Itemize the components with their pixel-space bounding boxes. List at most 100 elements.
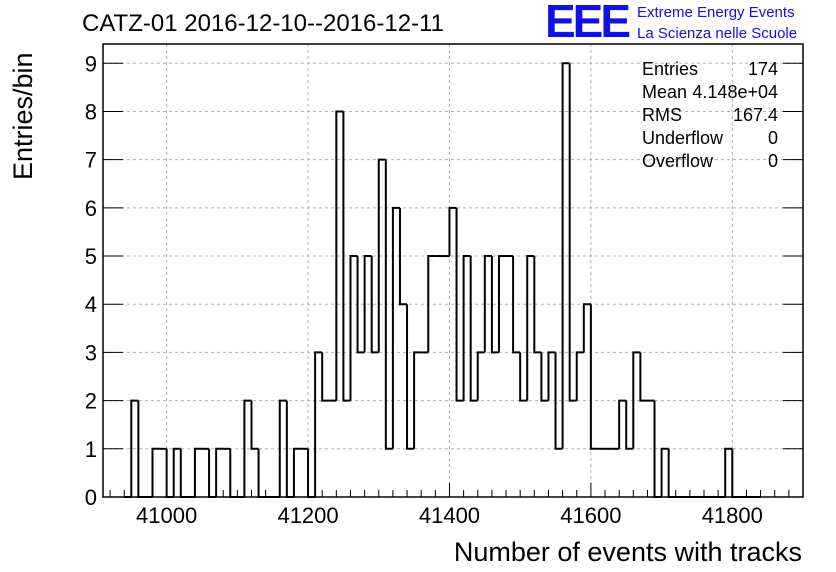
histogram-bin — [179, 448, 188, 498]
x-tick-label: 41400 — [419, 503, 480, 528]
histogram-bin — [540, 352, 549, 402]
histogram-bin — [512, 256, 521, 354]
stat-value: 4.148e+04 — [692, 82, 778, 102]
histogram-bin — [724, 447, 733, 497]
y-tick-labels: 0 1 2 3 4 5 6 7 8 9 — [85, 51, 97, 510]
chart-title: CATZ-01 2016-12-10--2016-12-11 — [82, 10, 444, 37]
stat-row-entries: Entries 174 — [640, 59, 778, 82]
histogram-bin — [208, 448, 217, 498]
histogram-bin — [497, 255, 507, 353]
histogram-bin — [172, 447, 181, 497]
histogram-bin — [243, 399, 252, 497]
histogram-bin — [278, 399, 287, 497]
histogram-bin — [589, 304, 598, 450]
histogram-bin — [257, 448, 266, 498]
histogram-bin — [363, 255, 372, 353]
logo-text-line2: La Scienza nelle Scuole — [637, 25, 798, 42]
histogram-bin — [292, 447, 301, 497]
y-tick-label: 5 — [85, 244, 97, 269]
y-tick-label: 7 — [85, 148, 97, 173]
histogram-bin — [533, 256, 542, 354]
histogram-bin — [406, 304, 415, 450]
y-tick-label: 4 — [85, 292, 97, 317]
histogram-bin — [165, 448, 174, 498]
stats-box: Entries 174 Mean 4.148e+04 RMS 167.4 Und… — [640, 59, 778, 174]
histogram-bin — [519, 352, 528, 402]
stat-row-overflow: Overflow 0 — [640, 151, 778, 174]
stat-label: Overflow — [642, 151, 714, 171]
histogram-bin — [632, 351, 641, 449]
histogram-bin — [526, 255, 535, 401]
stat-row-rms: RMS 167.4 — [640, 105, 778, 128]
stat-value: 174 — [747, 59, 778, 79]
y-tick-label: 1 — [85, 437, 97, 462]
x-tick-labels: 41000 41200 41400 41600 41800 — [136, 503, 763, 528]
histogram-bin — [483, 255, 492, 353]
stat-value: 0 — [767, 128, 778, 148]
stat-value: 0 — [767, 151, 778, 171]
histogram-bin — [462, 255, 471, 401]
histogram-bin — [448, 206, 457, 257]
histogram-bin — [582, 303, 591, 353]
histogram-bin — [215, 447, 224, 497]
histogram-bin — [250, 400, 259, 450]
histogram-bars — [124, 62, 761, 498]
histogram-bin — [391, 206, 400, 449]
x-axis-label: Number of events with tracks — [453, 537, 802, 567]
histogram-bin — [427, 255, 436, 353]
y-tick-label: 8 — [85, 99, 97, 124]
histogram-bin — [476, 351, 485, 401]
histogram-bin — [398, 207, 408, 306]
histogram-bin — [639, 352, 648, 402]
histogram-bin — [356, 256, 365, 354]
histogram-bin — [335, 110, 344, 401]
histogram-bin — [384, 159, 393, 450]
eee-logo-mark: EEE — [545, 0, 631, 47]
histogram-bin — [307, 448, 316, 498]
x-tick-label: 41800 — [702, 503, 763, 528]
y-tick-label: 6 — [85, 196, 97, 221]
logo-text-line1: Extreme Energy Events — [637, 4, 795, 21]
axis-ticks — [103, 62, 804, 498]
histogram-bin — [349, 255, 358, 401]
histogram-bin — [618, 399, 627, 449]
histogram-bin — [469, 256, 478, 402]
histogram-bin — [413, 351, 422, 449]
x-tick-label: 41600 — [560, 503, 621, 528]
histogram-bin — [377, 158, 386, 353]
y-tick-label: 2 — [85, 389, 97, 414]
stat-row-mean: Mean 4.148e+04 — [640, 82, 778, 105]
histogram-bin — [660, 447, 669, 497]
x-tick-label: 41000 — [136, 503, 197, 528]
histogram-bin — [568, 63, 577, 402]
histogram-bin — [667, 448, 676, 498]
histogram-bin — [554, 352, 563, 450]
y-tick-label: 0 — [85, 485, 97, 510]
histogram-bin — [370, 256, 379, 354]
stat-label: RMS — [642, 105, 682, 125]
histogram-bin — [625, 400, 634, 450]
y-tick-label: 3 — [85, 340, 97, 365]
histogram-bin — [490, 256, 499, 354]
histogram-bin — [731, 448, 740, 498]
histogram-bin — [455, 207, 464, 402]
stat-label: Mean — [642, 82, 688, 102]
histogram-bin — [561, 62, 570, 449]
x-tick-label: 41200 — [277, 503, 338, 528]
histogram-bin — [547, 351, 556, 401]
histogram-bin — [229, 448, 238, 498]
y-tick-label: 9 — [85, 51, 97, 76]
y-axis-label: Entries/bin — [8, 52, 38, 180]
stat-value: 167.4 — [732, 105, 778, 125]
histogram-bin — [575, 351, 584, 401]
histogram-bin — [314, 351, 323, 497]
stat-label: Entries — [642, 59, 699, 79]
stat-label: Underflow — [642, 128, 724, 148]
histogram-bin — [321, 352, 330, 402]
eee-logo: EEE Extreme Energy Events La Scienza nel… — [545, 0, 835, 47]
histogram-bin — [130, 399, 139, 497]
stat-row-underflow: Underflow 0 — [640, 128, 778, 151]
histogram-bin — [193, 447, 202, 497]
plot-frame — [102, 43, 804, 498]
